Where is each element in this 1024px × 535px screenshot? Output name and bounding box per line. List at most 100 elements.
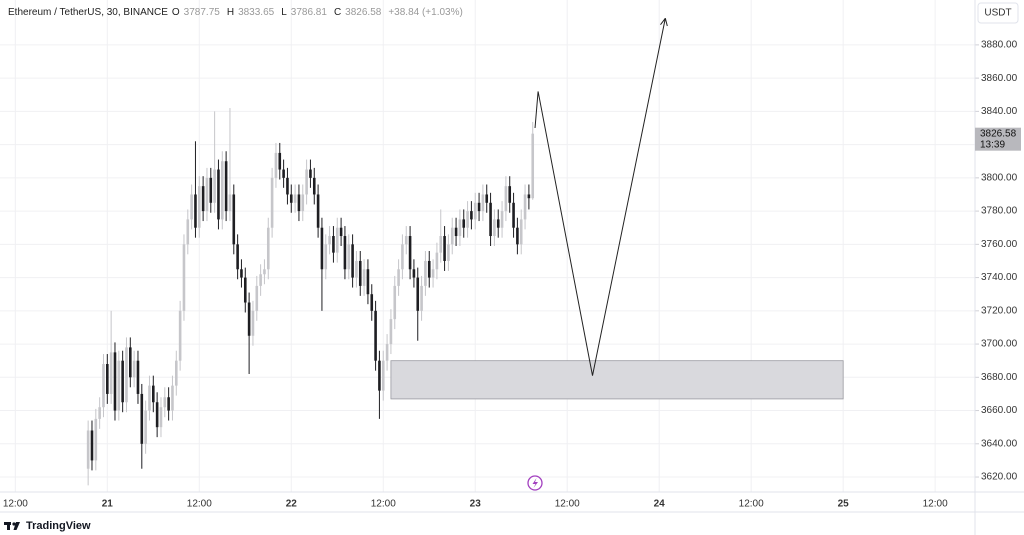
ohlc-c-key: C — [333, 7, 342, 18]
candle-body — [255, 285, 259, 311]
x-tick-label: 12:00 — [739, 499, 764, 510]
candle-body — [424, 260, 427, 286]
candle-body — [358, 260, 362, 286]
candle-body — [266, 227, 270, 270]
ohlc-l-key: L — [281, 7, 287, 18]
candle-body — [523, 194, 527, 220]
candle-body — [293, 194, 297, 203]
candle-body — [404, 236, 408, 245]
candle-body — [289, 194, 293, 203]
candle-body — [462, 219, 466, 228]
candle-body — [347, 244, 351, 270]
candle-body — [178, 310, 182, 361]
y-tick-label: 3720.00 — [981, 305, 1018, 316]
candle-body — [312, 177, 316, 195]
candle-body — [297, 194, 301, 212]
candle-body — [220, 161, 224, 220]
y-tick-label: 3760.00 — [981, 239, 1018, 250]
candle-body — [493, 219, 496, 237]
candle-body — [458, 219, 462, 237]
candle-body — [232, 194, 236, 245]
arrow-head — [664, 18, 668, 27]
candle-body — [519, 219, 523, 245]
ohlc-c: 3826.58 — [345, 7, 382, 18]
candle-body — [301, 194, 305, 212]
price-change: +38.84 (+1.03%) — [388, 7, 463, 18]
candle-body — [251, 310, 255, 336]
candle-body — [209, 177, 213, 203]
x-tick-label: 12:00 — [371, 499, 396, 510]
candle-body — [140, 393, 144, 444]
candle-body — [443, 236, 446, 261]
candle-body — [335, 227, 339, 253]
candle-body — [197, 186, 201, 228]
x-tick-label: 23 — [470, 499, 482, 510]
candle-body — [401, 244, 404, 270]
candle-body — [496, 219, 500, 228]
y-tick-label: 3740.00 — [981, 272, 1018, 283]
x-tick-label: 24 — [654, 499, 666, 510]
candle-body — [102, 364, 105, 408]
y-tick-label: 3800.00 — [981, 172, 1018, 183]
candle-body — [201, 186, 205, 212]
x-tick-label: 22 — [286, 499, 298, 510]
candle-body — [362, 269, 366, 286]
candle-body — [343, 236, 347, 270]
candle-body — [186, 219, 190, 245]
candle-body — [516, 227, 519, 245]
candle-body — [355, 260, 358, 278]
candle-body — [450, 227, 454, 245]
candle-body — [159, 407, 163, 428]
candle-body — [90, 430, 94, 461]
candle-body — [305, 169, 308, 195]
y-tick-label: 3780.00 — [981, 206, 1018, 217]
candle-body — [132, 360, 136, 378]
candle-body — [435, 252, 439, 270]
candle-body — [152, 385, 155, 403]
demand-zone — [390, 360, 844, 400]
candle-body — [121, 360, 124, 403]
candle-body — [389, 319, 393, 345]
candle-body — [247, 302, 251, 336]
projection-path — [534, 18, 666, 376]
candle-body — [339, 227, 343, 237]
candle-body — [481, 194, 485, 212]
currency-label: USDT — [984, 8, 1011, 19]
last-price-label: 3826.58 — [980, 128, 1017, 139]
candle-body — [512, 202, 515, 228]
candle-body — [473, 202, 477, 220]
candle-body — [171, 385, 174, 411]
candle-body — [205, 177, 209, 212]
y-tick-label: 3640.00 — [981, 438, 1018, 449]
candle-body — [374, 310, 377, 361]
ohlc-o-key: O — [171, 7, 180, 18]
brand-name: TradingView — [26, 520, 91, 532]
x-tick-label: 12:00 — [187, 499, 212, 510]
candle-body — [332, 236, 335, 253]
candle-body — [228, 194, 232, 212]
candle-body — [366, 269, 370, 295]
candle-body — [278, 152, 282, 170]
brand: TradingView — [4, 520, 91, 532]
candle-body — [213, 169, 216, 203]
x-tick-label: 21 — [102, 499, 114, 510]
x-tick-label: 12:00 — [3, 499, 28, 510]
candle-body — [508, 186, 512, 203]
candle-body — [94, 418, 98, 461]
candle-body — [500, 211, 504, 228]
candle-body — [129, 347, 132, 378]
candle-body — [125, 347, 128, 403]
candle-body — [420, 285, 423, 311]
candle-body — [397, 269, 400, 286]
candle-body — [240, 269, 243, 278]
event-icon-bolt — [532, 478, 538, 488]
countdown-label: 13:39 — [980, 139, 1005, 150]
candle-body — [320, 227, 324, 270]
candle-body — [466, 211, 469, 228]
candle-body — [477, 202, 481, 212]
candle-body — [427, 260, 431, 278]
candle-body — [113, 352, 117, 411]
candle-body — [194, 194, 197, 228]
